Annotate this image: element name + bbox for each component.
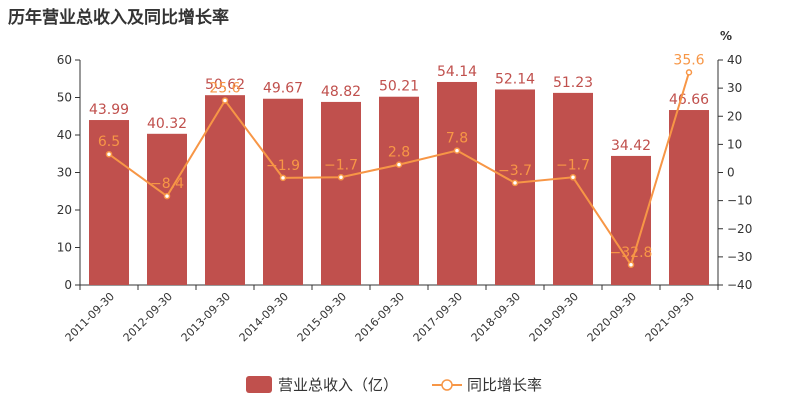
y-left-tick-label: 20 bbox=[57, 203, 72, 217]
bar bbox=[379, 96, 419, 286]
y-left-tick-label: 40 bbox=[57, 128, 72, 142]
growth-value-label: 25.6 bbox=[209, 81, 240, 97]
x-tick-label: 2016-09-30 bbox=[353, 290, 407, 344]
x-tick-label: 2018-09-30 bbox=[469, 290, 523, 344]
y-right-tick-label: −30 bbox=[727, 250, 752, 264]
chart-title: 历年营业总收入及同比增长率 bbox=[8, 8, 229, 28]
legend-bar-swatch bbox=[246, 376, 272, 393]
bar bbox=[321, 101, 361, 285]
growth-value-label: 2.8 bbox=[388, 145, 410, 161]
bar-value-label: 49.67 bbox=[263, 81, 303, 97]
growth-value-label: −3.7 bbox=[498, 163, 532, 179]
growth-point bbox=[337, 174, 345, 181]
bar-value-label: 46.66 bbox=[669, 92, 709, 108]
growth-value-label: 6.5 bbox=[98, 134, 120, 150]
bar-value-label: 50.21 bbox=[379, 79, 419, 95]
growth-value-label: −8.4 bbox=[150, 176, 184, 192]
growth-point bbox=[163, 192, 171, 200]
y-left-tick-label: 30 bbox=[57, 166, 72, 180]
x-tick-label: 2012-09-30 bbox=[121, 290, 175, 344]
bar-value-label: 40.32 bbox=[147, 116, 187, 132]
bar-value-label: 50.62 bbox=[205, 77, 245, 93]
bar-value-label: 43.99 bbox=[89, 102, 129, 118]
y-right-tick-label: −20 bbox=[727, 222, 752, 236]
growth-point bbox=[685, 69, 693, 76]
legend-line-marker bbox=[441, 379, 453, 391]
y-right-tick-label: 10 bbox=[727, 137, 742, 151]
y-right-tick-label: 40 bbox=[727, 53, 742, 67]
x-tick-label: 2019-09-30 bbox=[527, 290, 581, 344]
growth-point bbox=[221, 97, 229, 104]
growth-point bbox=[395, 161, 403, 168]
growth-value-label: 7.8 bbox=[446, 131, 468, 147]
x-tick-label: 2020-09-30 bbox=[585, 290, 639, 344]
y-left-tick-label: 0 bbox=[64, 278, 72, 292]
x-tick-label: 2017-09-30 bbox=[411, 290, 465, 344]
bar bbox=[553, 92, 593, 285]
x-tick-label: 2014-09-30 bbox=[237, 290, 291, 344]
bar bbox=[263, 98, 303, 285]
y-right-tick-label: 30 bbox=[727, 81, 742, 95]
growth-value-label: −1.7 bbox=[324, 157, 358, 173]
y-right-tick-label: 0 bbox=[727, 166, 735, 180]
bar bbox=[89, 120, 129, 285]
bar-value-label: 54.14 bbox=[437, 64, 477, 80]
y-left-tick-label: 60 bbox=[57, 53, 72, 67]
growth-value-label: 35.6 bbox=[673, 52, 704, 68]
growth-point bbox=[627, 261, 635, 268]
growth-point bbox=[279, 174, 287, 182]
growth-point bbox=[105, 150, 113, 158]
bar-value-label: 34.42 bbox=[611, 138, 651, 154]
growth-point bbox=[511, 179, 519, 187]
bar-value-label: 48.82 bbox=[321, 84, 361, 100]
growth-value-label: −32.8 bbox=[610, 245, 653, 261]
bar-value-label: 52.14 bbox=[495, 71, 535, 87]
bar bbox=[147, 133, 187, 285]
x-tick-label: 2011-09-30 bbox=[63, 290, 117, 344]
y-right-tick-label: −40 bbox=[727, 278, 752, 292]
bar bbox=[669, 110, 709, 286]
x-tick-label: 2013-09-30 bbox=[179, 290, 233, 344]
x-tick-label: 2015-09-30 bbox=[295, 290, 349, 344]
growth-point bbox=[569, 174, 577, 181]
y-right-tick-label: −10 bbox=[727, 194, 752, 208]
bar-value-label: 51.23 bbox=[553, 75, 593, 91]
x-tick-label: 2021-09-30 bbox=[643, 290, 697, 344]
y-right-unit-label: % bbox=[720, 29, 732, 43]
growth-value-label: −1.9 bbox=[266, 158, 300, 174]
bar bbox=[437, 81, 477, 285]
growth-value-label: −1.7 bbox=[556, 157, 590, 173]
y-left-tick-label: 10 bbox=[57, 241, 72, 255]
bar bbox=[205, 95, 245, 285]
legend-line-label: 同比增长率 bbox=[467, 376, 542, 394]
y-left-tick-label: 50 bbox=[57, 91, 72, 105]
growth-point bbox=[453, 147, 461, 154]
y-right-tick-label: 20 bbox=[727, 109, 742, 123]
bar bbox=[495, 89, 535, 285]
legend-bar-label: 营业总收入（亿） bbox=[278, 376, 398, 394]
